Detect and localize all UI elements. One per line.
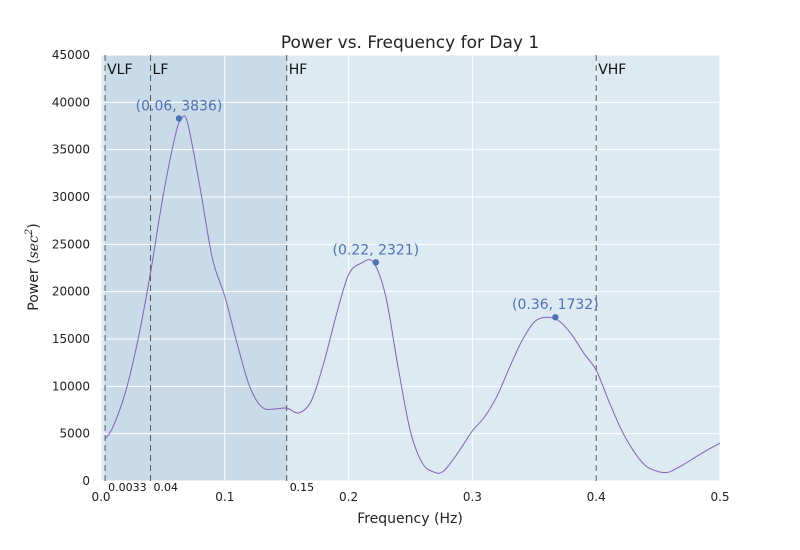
- band-hf: [286, 55, 597, 481]
- boundary-label: 0.15: [290, 481, 315, 494]
- x-tick-label: 0.0: [91, 490, 110, 504]
- peak-marker-0: [175, 115, 183, 122]
- y-axis-ticks: 0 5000 10000 15000 20000 25000 30000 35000 40000…: [52, 48, 90, 488]
- band-vlf: [105, 55, 151, 481]
- y-tick-label: 45000: [52, 48, 90, 62]
- boundary-label: 0.04: [154, 481, 179, 494]
- y-tick-label: 30000: [52, 190, 90, 204]
- gridlines: [100, 54, 721, 482]
- y-tick-label: 20000: [52, 285, 90, 299]
- band-label-hf: HF: [289, 62, 308, 78]
- series-lines: [104, 115, 721, 474]
- peak-label-1: (0.22, 2321): [333, 242, 420, 258]
- band-lf: [150, 55, 287, 481]
- y-axis-title-suffix: ): [26, 223, 42, 228]
- boundary-label: 0.0033: [108, 481, 147, 494]
- y-tick-label: 40000: [52, 95, 90, 109]
- x-tick-label: 0.2: [339, 490, 358, 504]
- y-axis-title: Power (sec2): [24, 223, 42, 310]
- band-label-vlf: VLF: [107, 62, 132, 78]
- x-tick-label: 0.4: [587, 490, 606, 504]
- boundary-labels: 0.0033 0.04 0.15: [108, 481, 314, 494]
- y-axis-title-exponent: 2: [24, 229, 35, 236]
- band-boundaries: [104, 55, 597, 481]
- y-tick-label: 10000: [52, 379, 90, 393]
- peak-marker-2: [552, 314, 559, 321]
- x-axis-ticks: 0.0 0.1 0.2 0.3 0.4 0.5: [91, 490, 729, 504]
- band-labels: VLF LF HF VHF: [107, 62, 626, 78]
- peak-label-0: (0.06, 3836): [136, 98, 223, 114]
- y-tick-label: 15000: [52, 332, 90, 346]
- series-line-0: [104, 115, 721, 474]
- peak-annotations: (0.06, 3836) (0.22, 2321) (0.36, 1732): [136, 98, 599, 321]
- band-label-lf: LF: [153, 62, 169, 78]
- y-tick-label: 35000: [52, 143, 90, 157]
- y-tick-label: 25000: [52, 237, 90, 251]
- x-tick-label: 0.3: [463, 490, 482, 504]
- y-axis-title-prefix: Power (: [26, 258, 42, 310]
- x-axis-title: Frequency (Hz): [357, 511, 463, 527]
- peak-label-2: (0.36, 1732): [512, 297, 599, 313]
- band-label-vhf: VHF: [598, 62, 626, 78]
- chart-title: Power vs. Frequency for Day 1: [281, 33, 539, 53]
- x-tick-label: 0.5: [710, 490, 729, 504]
- y-axis-title-math: sec: [26, 235, 42, 258]
- x-tick-label: 0.1: [215, 490, 234, 504]
- peak-marker-1: [372, 259, 380, 266]
- band-vhf: [596, 55, 720, 481]
- y-tick-label: 5000: [59, 427, 90, 441]
- frequency-bands: [105, 55, 720, 481]
- y-tick-label: 0: [82, 474, 90, 488]
